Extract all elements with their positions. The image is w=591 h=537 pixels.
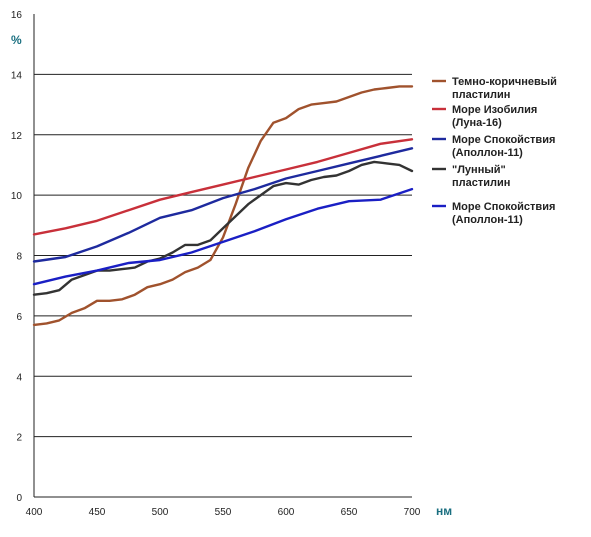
y-axis-unit: % [11, 33, 22, 47]
x-tick-label: 550 [215, 507, 232, 518]
legend-label: Темно-коричневый [452, 76, 557, 88]
series-lines [32, 85, 414, 327]
grid-lines [34, 73, 412, 438]
x-tick-label: 700 [404, 507, 421, 518]
y-tick-label: 4 [16, 372, 22, 383]
legend-label: Море Спокойствия [452, 134, 555, 146]
y-tick-label: 6 [16, 312, 22, 323]
series-line-4 [32, 160, 414, 296]
y-tick-labels: 0 2 4 6 8 10 12 14 16 [11, 10, 23, 504]
x-tick-label: 400 [26, 507, 43, 518]
legend-label: пластилин [452, 177, 510, 189]
y-tick-label: 16 [11, 10, 23, 21]
x-tick-label: 600 [278, 507, 295, 518]
legend-label: пластилин [452, 89, 510, 101]
series-line-5 [32, 187, 414, 286]
legend-label: Море Спокойствия [452, 201, 555, 213]
y-tick-label: 8 [16, 252, 22, 263]
legend-label: (Аполлон-11) [452, 147, 523, 159]
legend-label: (Луна-16) [452, 117, 502, 129]
axes [33, 14, 412, 498]
series-line-3 [32, 147, 414, 263]
series-line-2 [32, 138, 414, 236]
legend-label: Море Изобилия [452, 104, 537, 116]
y-tick-label: 0 [16, 493, 22, 504]
x-tick-label: 450 [89, 507, 106, 518]
series-line-1 [32, 85, 414, 327]
x-tick-label: 650 [341, 507, 358, 518]
legend-label: "Лунный" [452, 164, 506, 176]
x-tick-labels: 400 450 500 550 600 650 700 [26, 507, 421, 518]
y-tick-label: 10 [11, 191, 23, 202]
x-tick-label: 500 [152, 507, 169, 518]
x-axis-unit: нм [436, 504, 452, 518]
y-tick-label: 14 [11, 70, 23, 81]
y-tick-label: 2 [16, 433, 22, 444]
y-tick-label: 12 [11, 131, 23, 142]
legend-label: (Аполлон-11) [452, 214, 523, 226]
